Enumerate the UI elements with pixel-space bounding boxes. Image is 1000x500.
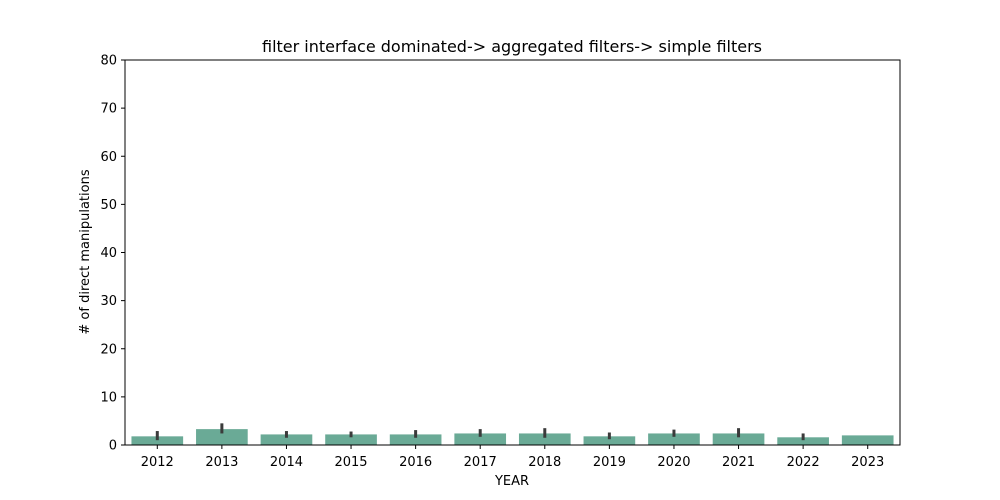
bar-2020 [648, 433, 700, 445]
y-tick-label-30: 30 [100, 294, 117, 309]
bar-2022 [777, 437, 829, 445]
y-tick-label-20: 20 [100, 342, 117, 357]
y-tick-label-60: 60 [100, 150, 117, 165]
error-bars-group [155, 423, 805, 441]
x-tick-label-2023: 2023 [851, 455, 884, 470]
bars-group [131, 429, 894, 445]
y-tick-label-50: 50 [100, 198, 117, 213]
x-axis-label: YEAR [494, 474, 529, 489]
y-tick-label-0: 0 [109, 439, 117, 454]
y-axis: 0 10 20 30 40 50 60 70 80 [100, 54, 125, 454]
y-tick-label-80: 80 [100, 54, 117, 69]
chart-title: filter interface dominated-> aggregated … [262, 37, 762, 56]
y-axis-label: # of direct manipulations [78, 169, 93, 334]
bar-2023 [841, 435, 894, 445]
x-tick-label-2015: 2015 [334, 455, 367, 470]
y-tick-label-10: 10 [100, 390, 117, 405]
x-tick-label-2016: 2016 [399, 455, 432, 470]
x-tick-label-2014: 2014 [270, 455, 303, 470]
x-tick-label-2021: 2021 [722, 455, 755, 470]
bar-2012 [131, 436, 184, 445]
y-tick-label-40: 40 [100, 246, 117, 261]
x-tick-label-2012: 2012 [141, 455, 174, 470]
x-tick-label-2013: 2013 [205, 455, 238, 470]
x-tick-label-2020: 2020 [657, 455, 690, 470]
x-tick-label-2018: 2018 [528, 455, 561, 470]
y-tick-label-70: 70 [100, 102, 117, 117]
bar-2018 [518, 433, 571, 445]
x-tick-label-2017: 2017 [464, 455, 497, 470]
x-tick-label-2022: 2022 [787, 455, 820, 470]
bar-2019 [583, 436, 636, 445]
bar-2016 [389, 434, 442, 445]
plot-frame [124, 59, 901, 446]
bar-2017 [454, 433, 507, 445]
x-tick-label-2019: 2019 [593, 455, 626, 470]
x-axis: 2012 2013 2014 2015 2016 2017 2018 2019 2020 2021… [141, 445, 884, 470]
bar-2015 [325, 434, 377, 445]
bar-2021 [712, 433, 765, 445]
bar-2013 [196, 429, 248, 445]
bar-2014 [260, 434, 313, 445]
